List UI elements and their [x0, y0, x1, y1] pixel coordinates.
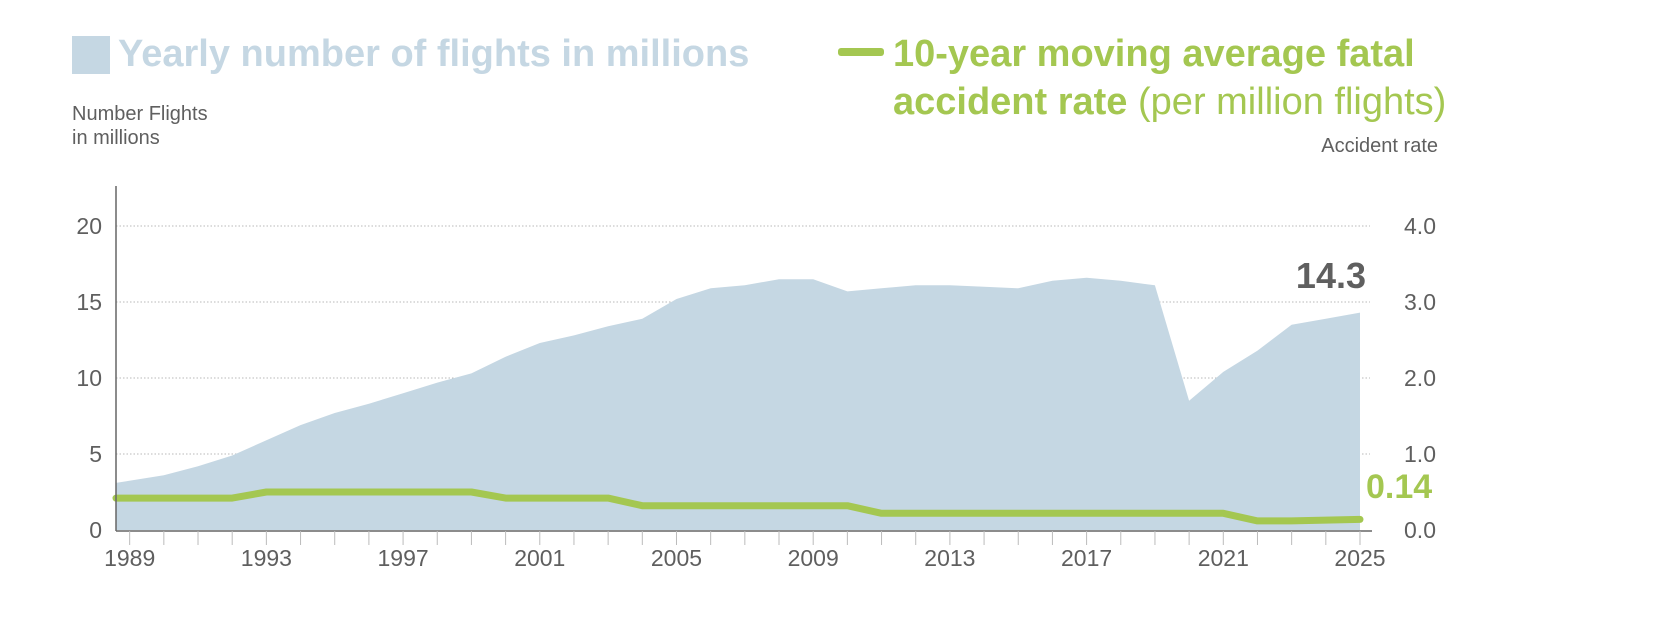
legend-line-label-1: 10-year moving average fatal [893, 33, 1415, 75]
left-tick-label: 20 [76, 213, 102, 239]
right-axis-title: Accident rate [1321, 135, 1438, 157]
flights-area [116, 277, 1360, 530]
x-tick-label: 1993 [241, 545, 292, 571]
legend-line-label-2: accident rate (per million flights) [893, 81, 1446, 123]
left-tick-label: 15 [76, 289, 102, 315]
x-tick-label: 2017 [1061, 545, 1112, 571]
x-tick-label: 2001 [514, 545, 565, 571]
left-axis-title-1: Number Flights [72, 103, 208, 125]
legend-line-label-light: (per million flights) [1138, 81, 1446, 123]
right-tick-label: 2.0 [1404, 365, 1436, 391]
legend-area-label: Yearly number of flights in millions [118, 33, 749, 75]
right-tick-label: 3.0 [1404, 289, 1436, 315]
left-tick-label: 0 [89, 517, 102, 543]
legend-line-label-bold: accident rate [893, 81, 1127, 123]
x-tick-label: 1997 [377, 545, 428, 571]
left-tick-label: 5 [89, 441, 102, 467]
accident-rate-line [112, 488, 1364, 525]
right-tick-label: 0.0 [1404, 517, 1436, 543]
legend-line-swatch [838, 48, 884, 56]
x-tick-label: 2025 [1334, 545, 1385, 571]
right-tick-label: 4.0 [1404, 213, 1436, 239]
x-tick-label: 2021 [1198, 545, 1249, 571]
x-tick-label: 2013 [924, 545, 975, 571]
flights-last-value: 14.3 [1296, 255, 1366, 296]
x-tick-label: 2005 [651, 545, 702, 571]
left-tick-label: 10 [76, 365, 102, 391]
rate-last-value: 0.14 [1366, 468, 1432, 506]
legend-area-swatch [72, 36, 110, 74]
x-tick-label: 1989 [104, 545, 155, 571]
right-tick-label: 1.0 [1404, 441, 1436, 467]
x-tick-label: 2009 [788, 545, 839, 571]
left-axis-title-2: in millions [72, 127, 160, 149]
